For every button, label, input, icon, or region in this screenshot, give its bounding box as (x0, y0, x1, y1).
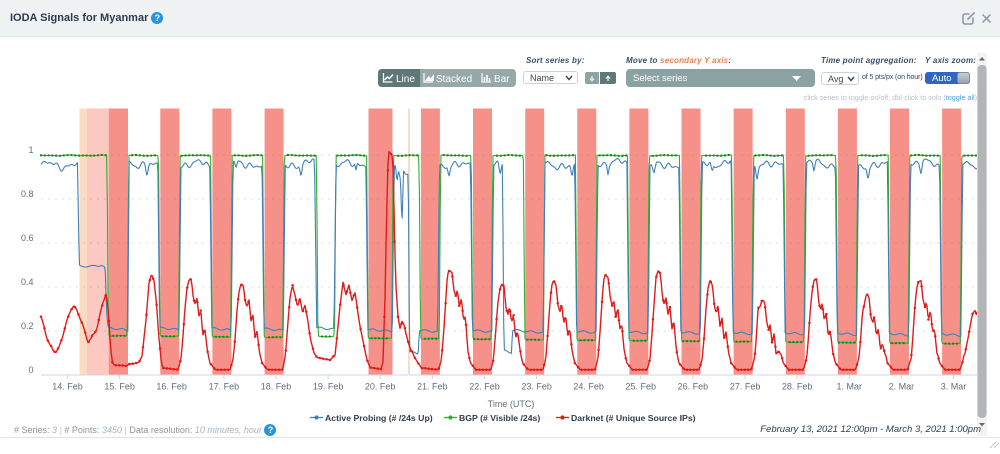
svg-text:2. Mar: 2. Mar (889, 382, 915, 392)
svg-text:22. Feb: 22. Feb (469, 382, 500, 392)
svg-text:18. Feb: 18. Feb (261, 382, 292, 392)
svg-text:16. Feb: 16. Feb (156, 382, 187, 392)
svg-text:Stacked: Stacked (436, 74, 472, 85)
svg-text:23. Feb: 23. Feb (521, 382, 552, 392)
svg-text:Darknet (# Unique Source IPs): Darknet (# Unique Source IPs) (571, 413, 696, 423)
svg-text:20. Feb: 20. Feb (365, 382, 396, 392)
svg-text:0.2: 0.2 (21, 321, 34, 331)
svg-text:0.6: 0.6 (21, 233, 34, 243)
svg-text:BGP (# Visible /24s): BGP (# Visible /24s) (459, 413, 540, 423)
svg-text:1: 1 (28, 145, 33, 155)
svg-text:25. Feb: 25. Feb (626, 382, 657, 392)
svg-text:0.4: 0.4 (21, 277, 34, 287)
svg-text:27. Feb: 27. Feb (730, 382, 761, 392)
svg-text:0: 0 (28, 365, 33, 375)
svg-text:Time (UTC): Time (UTC) (488, 399, 535, 409)
svg-text:14. Feb: 14. Feb (52, 382, 83, 392)
svg-text:24. Feb: 24. Feb (573, 382, 604, 392)
svg-text:19. Feb: 19. Feb (313, 382, 344, 392)
svg-text:17. Feb: 17. Feb (209, 382, 240, 392)
svg-text:21. Feb: 21. Feb (417, 382, 448, 392)
svg-text:0.8: 0.8 (21, 189, 34, 199)
svg-text:28. Feb: 28. Feb (782, 382, 813, 392)
svg-text:26. Feb: 26. Feb (678, 382, 709, 392)
svg-text:Active Probing (# /24s Up): Active Probing (# /24s Up) (325, 413, 433, 423)
svg-text:15. Feb: 15. Feb (104, 382, 135, 392)
svg-text:1. Mar: 1. Mar (837, 382, 863, 392)
svg-text:Bar: Bar (494, 74, 510, 85)
svg-text:3. Mar: 3. Mar (941, 382, 967, 392)
svg-text:Line: Line (396, 74, 415, 85)
